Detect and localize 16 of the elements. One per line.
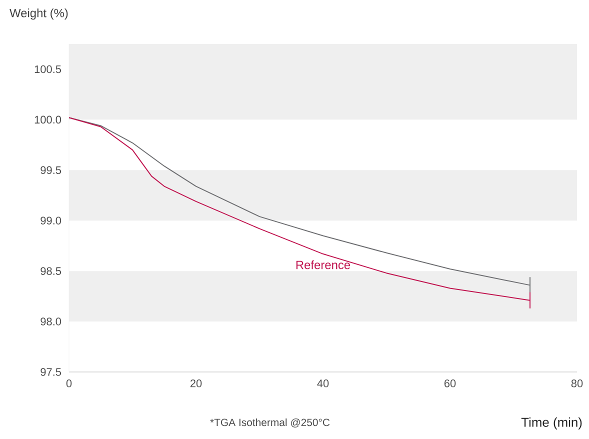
x-axis-title: Time (min) bbox=[521, 417, 582, 430]
x-tick-label: 0 bbox=[66, 380, 72, 388]
y-axis-title: Weight (%) bbox=[10, 8, 68, 20]
text: *TGA Isothermal @250°C bbox=[210, 418, 330, 428]
series-label: Reference bbox=[296, 260, 350, 270]
y-tick-label: 98.5 bbox=[40, 267, 62, 275]
y-tick-label: 99.0 bbox=[40, 216, 62, 224]
y-tick-label: 97.5 bbox=[40, 368, 62, 376]
x-tick-label: 20 bbox=[190, 380, 202, 388]
y-tick-label: 98.0 bbox=[40, 318, 62, 326]
x-tick-label: 80 bbox=[571, 380, 583, 388]
x-tick-label: 40 bbox=[317, 380, 329, 388]
y-tick-label: 100.0 bbox=[34, 116, 62, 124]
y-tick-label: 99.5 bbox=[40, 166, 62, 174]
x-tick-label: 60 bbox=[444, 380, 456, 388]
y-tick-label: 100.5 bbox=[34, 65, 62, 74]
